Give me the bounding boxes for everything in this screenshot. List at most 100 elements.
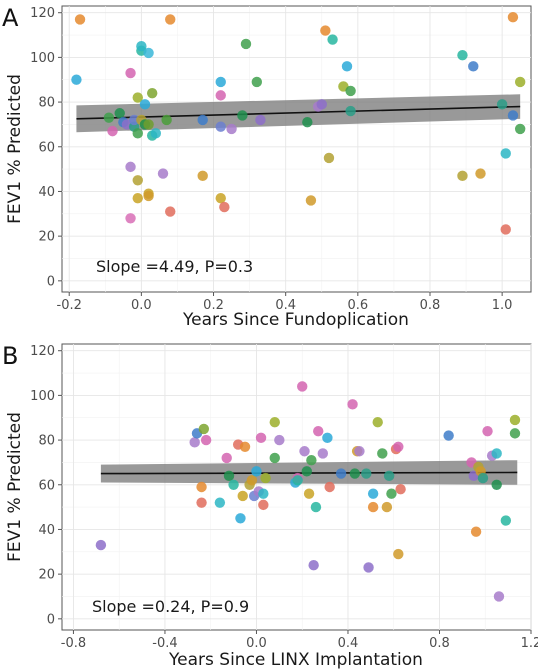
b-x-tick-label: -0.8: [61, 636, 86, 651]
a-data-point: [219, 201, 230, 213]
a-data-point: [215, 192, 226, 204]
b-data-point: [381, 501, 393, 513]
panel-b-annotation: Slope =0.24, P=0.9: [92, 597, 249, 616]
a-data-point: [103, 112, 115, 123]
b-data-point: [258, 499, 269, 511]
a-data-point: [500, 224, 511, 235]
a-data-point: [327, 34, 338, 45]
b-data-point: [301, 466, 312, 477]
b-data-point: [95, 539, 107, 551]
a-data-point: [215, 90, 226, 101]
b-data-point: [313, 425, 324, 437]
a-data-point: [197, 170, 208, 182]
a-data-point: [514, 76, 526, 88]
a-data-point: [165, 14, 176, 25]
a-data-point: [251, 76, 263, 88]
b-data-point: [324, 481, 335, 493]
a-data-point: [237, 110, 248, 121]
panel-a-x-axis-title: Years Since Fundoplication: [182, 310, 409, 330]
a-x-tick-label: 1.0: [492, 298, 513, 313]
a-x-tick-label: 0.2: [203, 298, 224, 313]
a-data-point: [114, 108, 125, 119]
b-y-tick-label: 20: [38, 568, 55, 583]
a-data-point: [132, 192, 143, 204]
a-x-tick-label: -0.2: [57, 298, 82, 313]
b-y-tick-label: 0: [47, 612, 55, 627]
panel-a-y-axis-title: FEV1 % Predicted: [5, 74, 25, 224]
b-data-point: [395, 484, 406, 495]
a-data-point: [74, 14, 86, 25]
a-y-tick-label: 100: [30, 51, 55, 66]
a-data-point: [150, 128, 161, 139]
b-data-point: [269, 417, 280, 428]
a-data-point: [345, 105, 356, 117]
a-y-tick-label: 0: [47, 274, 55, 289]
panel-a-annotation: Slope =4.49, P=0.3: [96, 257, 253, 276]
b-data-point: [377, 448, 388, 459]
panel-a-x-ticks: -0.2 0.0 0.2 0.4 0.6 0.8 1.0: [57, 292, 513, 313]
b-data-point: [509, 414, 521, 426]
b-data-point: [189, 437, 200, 448]
b-data-point: [303, 488, 315, 499]
a-x-tick-label: 0.8: [420, 298, 441, 313]
a-data-point: [496, 99, 508, 110]
a-regression-line: [76, 105, 521, 120]
b-data-point: [383, 470, 395, 482]
panel-a-y-ticks: 0 20 40 60 80 100 120: [30, 6, 62, 289]
a-data-point: [132, 175, 143, 186]
a-data-point: [316, 99, 327, 110]
b-data-point: [221, 452, 232, 464]
a-y-tick-label: 40: [38, 185, 55, 200]
a-data-point: [468, 61, 479, 72]
b-data-point: [246, 475, 258, 486]
a-data-point: [226, 123, 237, 135]
a-data-point: [161, 114, 172, 126]
b-data-point: [491, 479, 502, 490]
b-data-point: [214, 497, 226, 508]
b-data-point: [297, 381, 308, 392]
b-data-point: [393, 441, 404, 452]
panel-a-fit-group: [76, 105, 521, 120]
b-x-tick-label: 0.0: [246, 636, 267, 651]
b-y-tick-label: 100: [30, 389, 55, 404]
b-y-tick-label: 60: [38, 478, 55, 493]
a-data-point: [507, 110, 519, 121]
panel-a-letter: A: [2, 4, 19, 32]
a-data-point: [507, 11, 519, 23]
a-data-point: [143, 47, 154, 59]
a-y-tick-label: 120: [30, 6, 55, 21]
a-data-point: [143, 190, 154, 202]
b-data-point: [367, 488, 379, 499]
b-data-point: [196, 481, 207, 493]
panel-b: B -0.8 -0.4 0.0 0.4 0.8 1.2 0 20 40 60 80 100 120 S…: [2, 342, 538, 670]
a-data-point: [132, 128, 143, 139]
a-data-point: [457, 49, 468, 61]
a-data-point: [255, 114, 266, 126]
panel-b-letter: B: [2, 342, 18, 370]
b-data-point: [237, 490, 248, 502]
a-y-tick-label: 80: [38, 96, 55, 111]
b-data-point: [509, 428, 521, 439]
a-data-point: [215, 76, 226, 88]
a-x-tick-label: 0.0: [131, 298, 152, 313]
b-data-point: [198, 423, 210, 435]
b-data-point: [386, 488, 397, 499]
b-data-point: [292, 475, 303, 486]
a-data-point: [132, 92, 143, 103]
b-data-point: [317, 448, 329, 459]
a-data-point: [107, 125, 118, 137]
a-data-point: [139, 99, 151, 110]
b-data-point: [239, 441, 251, 452]
a-data-point: [146, 87, 158, 99]
a-data-point: [125, 213, 136, 224]
a-data-point: [305, 195, 317, 206]
a-y-tick-label: 20: [38, 230, 55, 245]
b-data-point: [361, 468, 372, 479]
b-data-point: [443, 430, 454, 441]
b-data-point: [310, 501, 322, 513]
panel-b-x-axis-title: Years Since LINX Implantation: [168, 650, 423, 670]
b-data-point: [274, 434, 285, 446]
a-x-tick-label: 0.6: [347, 298, 368, 313]
a-data-point: [500, 148, 511, 159]
